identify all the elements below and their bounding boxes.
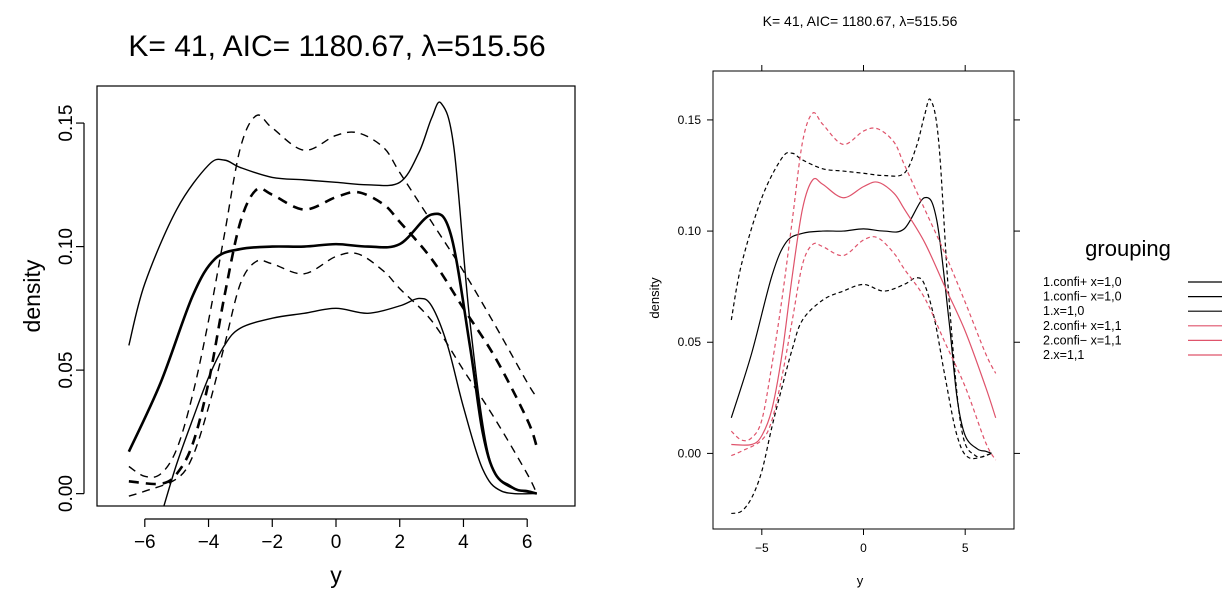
- left-x-tick-label: 4: [458, 532, 469, 553]
- right-y-tick-label: 0.00: [678, 446, 702, 460]
- legend-entry-label: 2.x=1,1: [1043, 348, 1084, 362]
- right-x-tick-label: 0: [860, 541, 867, 555]
- left-y-axis: 0.00 0.05 0.10 0.15: [56, 105, 85, 512]
- right-series-line-4: [730, 112, 997, 442]
- legend-entry-label: 2.confi+ x=1,1: [1043, 319, 1122, 333]
- left-chart-title: K= 41, AIC= 1180.67, λ=515.56: [128, 30, 545, 63]
- legend-entry-label: 1.confi+ x=1,0: [1043, 275, 1122, 289]
- right-x-tick-label: 5: [962, 541, 969, 555]
- legend-entry-label: 1.x=1,0: [1043, 304, 1084, 318]
- right-series-line-3: [730, 196, 992, 454]
- left-series-line-g2-estimate: [128, 186, 538, 486]
- legend-entry-label: 2.confi− x=1,1: [1043, 333, 1122, 347]
- legend-title: grouping: [1085, 236, 1171, 261]
- right-chart-title: K= 41, AIC= 1180.67, λ=515.56: [763, 13, 958, 29]
- right-series-group: [730, 98, 997, 515]
- right-y-tick-label: 0.10: [678, 224, 702, 238]
- left-y-axis-label: density: [19, 259, 45, 332]
- legend-entries: 1.confi+ x=1,01.confi− x=1,01.x=1,02.con…: [1043, 275, 1222, 362]
- left-y-tick-label: 0.10: [56, 228, 77, 265]
- left-series-line-g1-upper: [128, 101, 537, 495]
- right-chart-panel: K= 41, AIC= 1180.67, λ=515.56 −5 0 5 0.000…: [647, 13, 1222, 588]
- right-x-axis: −5 0 5: [755, 65, 969, 555]
- left-x-axis-label: y: [330, 562, 342, 588]
- right-series-line-1: [730, 98, 992, 458]
- left-series-line-g1-lower: [163, 297, 537, 507]
- right-plot-frame: [712, 70, 1015, 530]
- left-chart-panel: K= 41, AIC= 1180.67, λ=515.56 −6 −4 −2 0 2 4 6…: [19, 30, 576, 588]
- right-y-tick-label: 0.05: [678, 335, 702, 349]
- left-x-tick-label: −4: [198, 532, 220, 553]
- left-series-line-g2-lower: [128, 252, 538, 497]
- left-x-tick-label: 6: [522, 532, 533, 553]
- left-y-tick-label: 0.05: [56, 352, 77, 389]
- right-series-line-5: [731, 236, 997, 461]
- right-series-line-6: [731, 177, 997, 446]
- legend-entry-label: 1.confi− x=1,0: [1043, 290, 1122, 304]
- left-y-tick-label: 0.00: [56, 475, 77, 512]
- left-x-tick-label: 2: [394, 532, 405, 553]
- left-x-tick-label: −2: [261, 532, 283, 553]
- left-series-line-g2-upper: [128, 114, 538, 479]
- right-x-tick-label: −5: [755, 541, 769, 555]
- left-x-axis: −6 −4 −2 0 2 4 6: [134, 518, 533, 553]
- left-plot-frame: [96, 85, 576, 507]
- left-x-tick-label: 0: [331, 532, 342, 553]
- right-x-axis-label: y: [857, 573, 864, 588]
- left-x-tick-label: −6: [134, 532, 156, 553]
- right-y-axis: 0.00 0.05 0.10 0.15: [678, 113, 1020, 460]
- right-y-axis-label: density: [647, 277, 662, 319]
- right-y-tick-label: 0.15: [678, 113, 702, 127]
- left-series-group: [127, 101, 538, 507]
- legend: grouping 1.confi+ x=1,01.confi− x=1,01.x…: [1043, 236, 1222, 362]
- right-series-line-2: [731, 277, 992, 515]
- left-y-tick-label: 0.15: [56, 105, 77, 142]
